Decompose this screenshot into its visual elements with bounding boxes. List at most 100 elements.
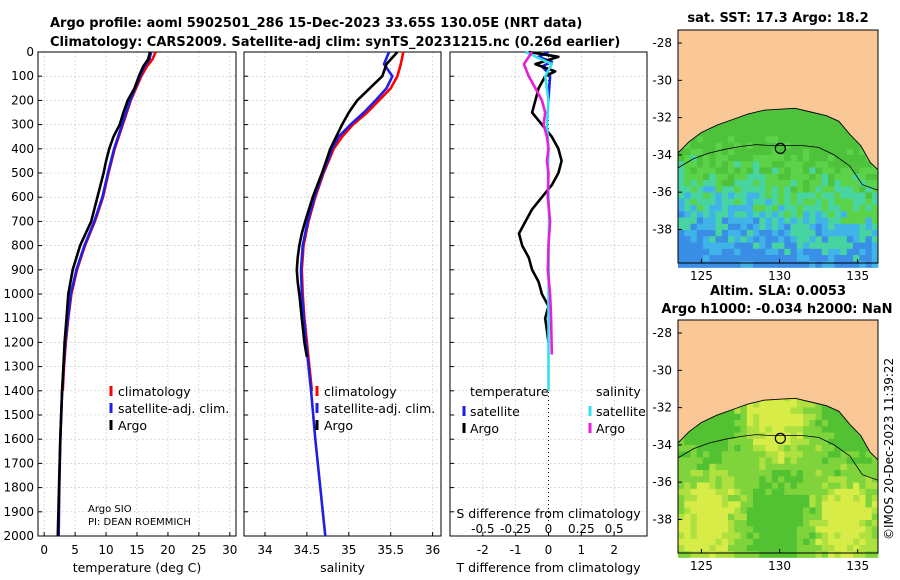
sst_map-ocean-cell	[703, 255, 710, 262]
sla_map-ocean-cell	[721, 470, 729, 477]
sst_map-ocean-cell	[746, 217, 754, 225]
sla_map-ocean-cell	[846, 488, 854, 496]
sst_map-ocean-cell	[740, 117, 748, 125]
sst_map-ocean-cell	[809, 155, 816, 162]
sla_map-ocean-cell	[815, 520, 823, 527]
sla_map-ocean-cell	[765, 513, 773, 521]
sla_map-ocean-cell	[771, 513, 779, 521]
sst_map-ocean-cell	[696, 217, 704, 225]
sla_map-ocean-cell	[703, 451, 710, 458]
sla_map-ocean-cell	[790, 513, 798, 521]
sst_map-ocean-cell	[859, 248, 866, 256]
sst_map-ocean-cell	[834, 173, 841, 181]
sst_map-ocean-cell	[759, 217, 766, 225]
sla_map-ocean-cell	[834, 495, 841, 502]
sla_map-ocean-cell	[803, 438, 810, 446]
sla_map-ocean-cell	[734, 495, 741, 502]
sst_map-ocean-cell	[740, 161, 748, 168]
sla_map-ocean-cell	[746, 451, 754, 458]
sst_map-ocean-cell	[753, 186, 760, 193]
sla_map-ocean-cell	[721, 457, 729, 465]
sla_map-ocean-cell	[840, 488, 848, 496]
sla_map-ocean-cell	[784, 407, 791, 415]
sst_map-ocean-cell	[846, 211, 854, 218]
sla_map-ocean-cell	[853, 538, 860, 546]
sst_map-ocean-cell	[753, 236, 760, 243]
sla_map-ocean-cell	[790, 520, 798, 527]
sst_map-ocean-cell	[778, 186, 785, 193]
sst_map-ocean-cell	[746, 155, 754, 162]
sla_map-ocean-cell	[846, 551, 854, 558]
sst_map-ocean-cell	[684, 148, 691, 156]
sla_map-ocean-cell	[784, 551, 791, 558]
sla_map-ocean-cell	[790, 532, 798, 540]
sla_map-ocean-cell	[734, 526, 741, 533]
sst_map-ocean-cell	[721, 205, 729, 212]
sla_map-ocean-cell	[678, 538, 685, 546]
sla_map-ocean-cell	[784, 545, 791, 552]
sst_map-ocean-cell	[690, 205, 698, 212]
sla_map-ocean-cell	[865, 457, 873, 465]
sla_map-ocean-cell	[684, 457, 691, 465]
sla_map-ocean-cell	[784, 438, 791, 446]
sst_map-ocean-cell	[746, 136, 754, 143]
sla_map-ocean-cell	[765, 407, 773, 415]
sla_map-ocean-cell	[809, 463, 816, 471]
sst_map-ocean-cell	[734, 180, 741, 187]
salinity-panel: 34 34.5 35 35.5 36salinityclimatologysatelli…	[243, 51, 442, 575]
sla_map-ocean-cell	[784, 532, 791, 540]
sst_map-ocean-cell	[778, 261, 785, 268]
sst_map-ocean-cell	[834, 236, 841, 243]
sla_map-ocean-cell	[709, 432, 716, 440]
sla_map-ocean-cell	[809, 432, 816, 440]
sla_map-ocean-cell	[765, 551, 773, 558]
differences-series-s-argo	[522, 51, 554, 355]
sst_map-ocean-cell	[771, 130, 779, 137]
sla_map-ocean-cell	[834, 532, 841, 540]
sla_map-ocean-cell	[771, 538, 779, 546]
sla_map-ocean-cell	[803, 501, 810, 508]
sla_map-ocean-cell	[859, 438, 866, 446]
sla_map-ocean-cell	[828, 507, 835, 515]
sst_map-ocean-cell	[703, 180, 710, 187]
sst_map-ocean-cell	[790, 236, 798, 243]
sla_map-ocean-cell	[728, 457, 735, 465]
sst_map-ocean-cell	[784, 230, 791, 237]
sst_map-ocean-cell	[871, 261, 879, 268]
sla_map-ocean-cell	[734, 545, 741, 552]
sst_map-ocean-cell	[859, 211, 866, 218]
sst_map-ocean-cell	[678, 217, 685, 225]
sla_map-ocean-cell	[846, 476, 854, 483]
sla_map-ocean-cell	[846, 520, 854, 527]
sla_map-ocean-cell	[771, 413, 779, 421]
sla_map-ocean-cell	[709, 545, 716, 552]
sla_map-ocean-cell	[690, 438, 698, 446]
sla_map-ocean-cell	[721, 432, 729, 440]
sst_map-ocean-cell	[859, 261, 866, 268]
sla_map-ocean-cell	[678, 545, 685, 552]
sst_map-ocean-cell	[703, 223, 710, 231]
sst_map-ocean-cell	[715, 248, 723, 256]
sst_map-ocean-cell	[715, 205, 723, 212]
sla_map-ocean-cell	[703, 520, 710, 527]
sst_map-ocean-cell	[728, 123, 735, 131]
sla_map-ocean-cell	[721, 507, 729, 515]
sla_map-ocean-cell	[721, 526, 729, 533]
sla_map-ocean-cell	[853, 451, 860, 458]
sla_map-ocean-cell	[703, 488, 710, 496]
sst_map-ocean-cell	[846, 242, 854, 250]
sla_map-ocean-cell	[740, 513, 748, 521]
sla_map-ocean-cell	[715, 438, 723, 446]
sla_map-ocean-cell	[690, 520, 698, 527]
sst_map-ocean-cell	[853, 167, 860, 175]
differences-series-t-argo	[517, 50, 563, 343]
sla_map-ocean-cell	[746, 532, 754, 540]
differences-xtick-label: 2	[610, 543, 618, 557]
sst_map-ocean-cell	[715, 167, 723, 175]
sla_map-ocean-cell	[784, 420, 791, 427]
sst_map-ocean-cell	[796, 123, 804, 131]
sst_map-ocean-cell	[796, 148, 804, 156]
sla_map-ocean-cell	[715, 445, 723, 452]
sla_map-ocean-cell	[759, 407, 766, 415]
